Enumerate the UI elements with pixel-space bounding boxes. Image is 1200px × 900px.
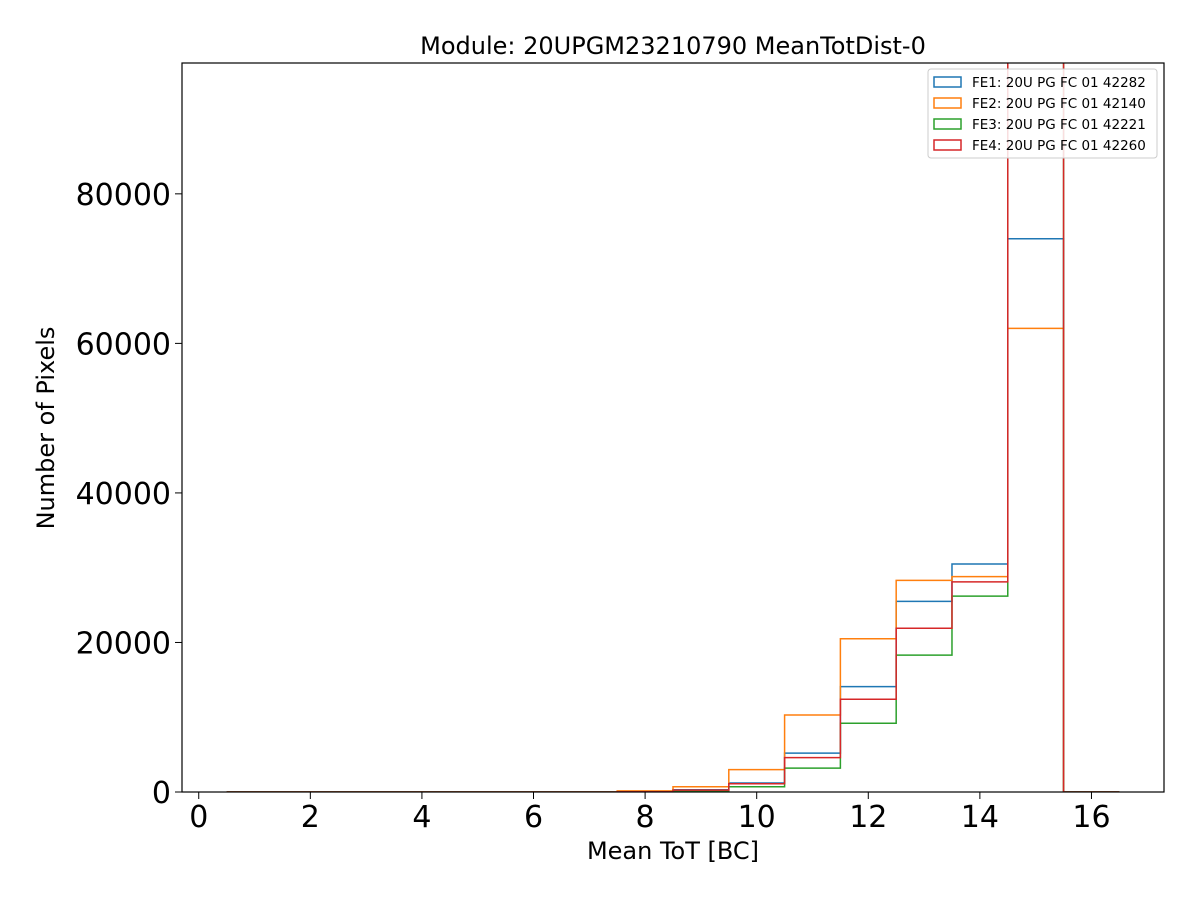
series-fe3-step	[226, 63, 1120, 792]
y-axis: 0 20000 40000 60000 80000	[76, 178, 182, 811]
chart-title: Module: 20UPGM23210790 MeanTotDist-0	[420, 32, 926, 60]
x-tick-label: 8	[636, 800, 655, 835]
legend-swatch-fe3	[933, 118, 962, 130]
legend-label-fe2: FE2: 20U PG FC 01 42140	[972, 96, 1146, 112]
x-tick-label: 2	[301, 800, 320, 835]
series-layer	[226, 63, 1120, 792]
x-tick-label: 0	[189, 800, 208, 835]
x-tick-label: 12	[849, 800, 887, 835]
x-tick-label: 10	[738, 800, 776, 835]
legend-label-fe3: FE3: 20U PG FC 01 42221	[972, 117, 1146, 133]
legend-swatch-fe1	[933, 76, 962, 88]
legend-swatch-fe2	[933, 97, 962, 109]
x-tick-label: 6	[524, 800, 543, 835]
legend-label-fe1: FE1: 20U PG FC 01 42282	[972, 75, 1146, 91]
legend-label-fe4: FE4: 20U PG FC 01 42260	[972, 138, 1146, 154]
legend-swatch-fe4	[933, 139, 962, 151]
y-tick-label: 40000	[76, 477, 171, 512]
x-axis-label: Mean ToT [BC]	[587, 837, 759, 865]
legend: FE1: 20U PG FC 01 42282 FE2: 20U PG FC 01…	[927, 68, 1158, 159]
y-tick-label: 0	[152, 776, 171, 811]
series-fe4-step	[226, 63, 1120, 792]
series-fe2-step	[226, 327, 1120, 792]
series-fe1-step	[226, 237, 1120, 792]
x-tick-label: 4	[412, 800, 431, 835]
x-tick-label: 14	[961, 800, 999, 835]
legend-box	[927, 68, 1158, 159]
y-tick-label: 60000	[76, 327, 171, 362]
y-axis-label: Number of Pixels	[32, 327, 60, 530]
x-tick-label: 16	[1072, 800, 1110, 835]
plot-frame	[181, 62, 1165, 793]
y-tick-label: 20000	[76, 626, 171, 661]
y-tick-label: 80000	[76, 178, 171, 213]
x-axis: 0 2 4 6 8 10 12 14 16	[189, 792, 1111, 835]
